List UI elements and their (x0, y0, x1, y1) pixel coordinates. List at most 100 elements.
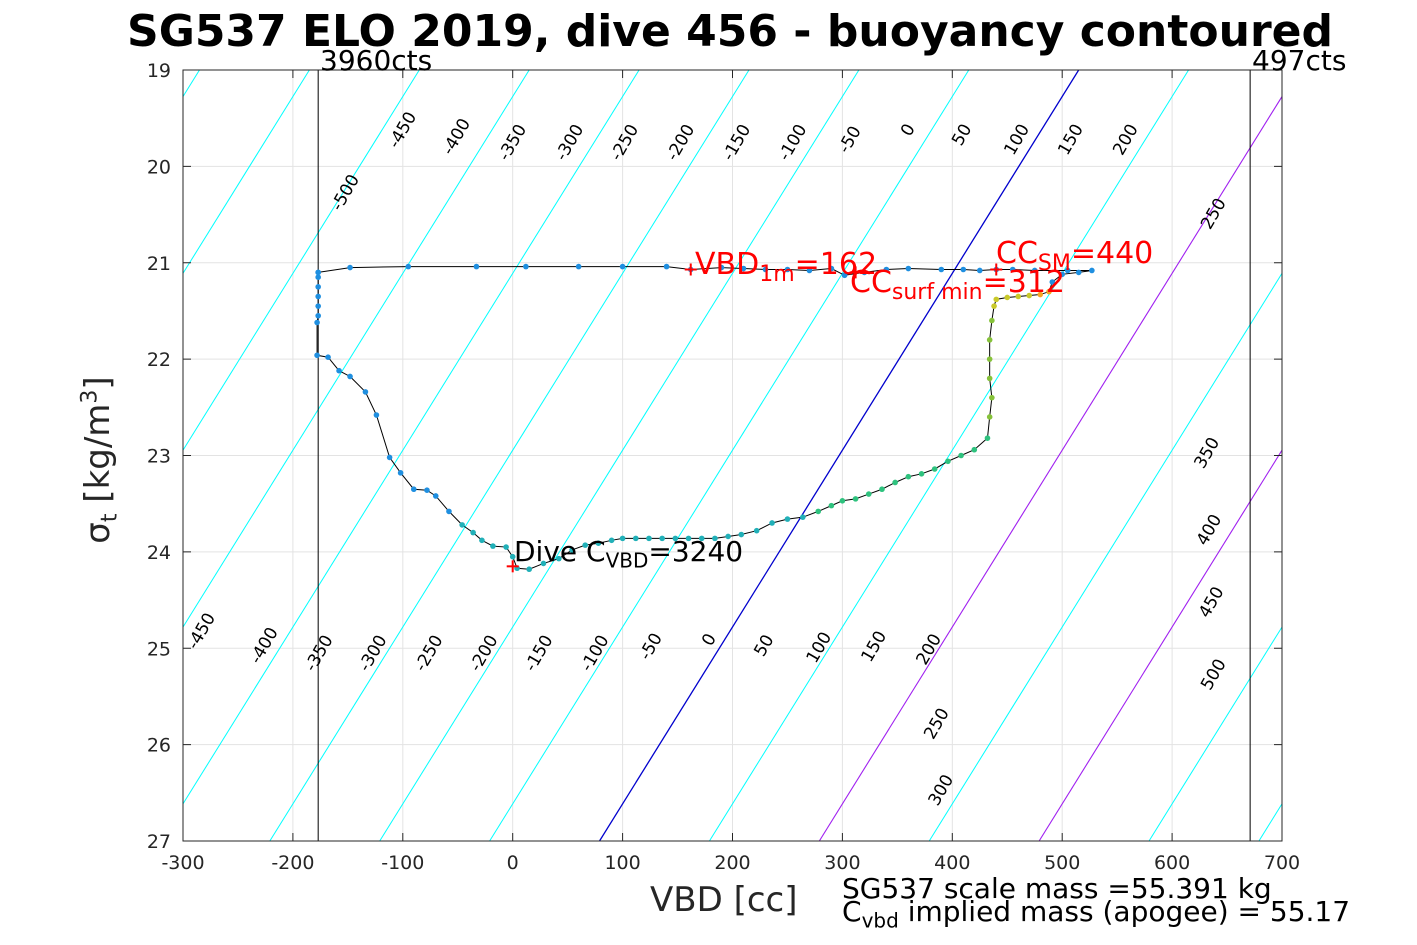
track-point (883, 266, 890, 273)
count-lines (317, 70, 1251, 841)
track-point (1026, 292, 1033, 299)
contour-label: -200 (663, 121, 700, 164)
track-point (397, 470, 404, 476)
track-point (918, 471, 925, 477)
y-tick-label: 21 (147, 253, 171, 275)
contour-label: -450 (385, 108, 422, 151)
track-point (740, 265, 747, 272)
contour-label: -300 (552, 121, 589, 164)
contour-line (1148, 626, 1282, 841)
contour-line (269, 70, 750, 841)
track-point (575, 263, 582, 270)
track-point (1015, 293, 1022, 300)
count-label-left: 3960cts (320, 44, 433, 77)
contour-lines (183, 70, 1417, 841)
track-point (336, 367, 342, 374)
track-point (523, 263, 529, 270)
track-point (424, 487, 430, 493)
track-point (1089, 267, 1095, 274)
track-point (806, 267, 813, 274)
track-point (984, 435, 991, 441)
scale-mass-note: SG537 scale mass =55.391 kg (842, 872, 1272, 905)
track-point (632, 535, 639, 542)
y-tick-label: 22 (147, 349, 171, 371)
track-point (938, 266, 945, 273)
track-point (410, 486, 417, 493)
vbd-1m-label: VBD1m=162 (695, 247, 878, 287)
contour-label: 300 (925, 771, 959, 809)
y-tick-label: 25 (147, 638, 171, 660)
track-point (608, 537, 615, 544)
track-point (986, 414, 993, 420)
track-point (784, 266, 791, 273)
contour-label: 450 (1195, 583, 1229, 621)
track-point (971, 446, 978, 453)
contour-line (1258, 802, 1282, 841)
x-tick-label: -200 (271, 852, 314, 874)
track-point (526, 566, 532, 573)
cc-surf-min-label: CCsurf min=312 (850, 265, 1065, 305)
contour-label: -400 (246, 624, 283, 667)
contour-label: 150 (858, 628, 892, 666)
track-point (960, 266, 967, 273)
y-tick-label: 23 (147, 446, 171, 468)
track-point (1046, 288, 1052, 295)
track-point (459, 522, 465, 528)
markers (506, 263, 1003, 573)
y-tick-label: 19 (147, 60, 171, 82)
contour-label: 100 (803, 629, 837, 667)
track-line (316, 266, 1092, 570)
track-point (315, 284, 321, 290)
track-point (905, 473, 912, 480)
track-point (569, 547, 575, 553)
track-point (861, 269, 868, 276)
track-point (839, 497, 846, 504)
track-point (362, 389, 369, 395)
dive-cvbd-label: Dive CVBD=3240 (514, 535, 744, 573)
track-point (852, 496, 859, 502)
contour-label: -50 (636, 630, 667, 664)
x-tick-label: -100 (381, 852, 424, 874)
cc-sm-label: CCSM=440 (996, 236, 1154, 276)
track-point (503, 544, 509, 550)
track-point (373, 412, 380, 418)
contour-label: -350 (494, 121, 531, 164)
contour-line (818, 95, 1282, 841)
track-point (672, 535, 679, 542)
track-point (1004, 294, 1011, 301)
contour-label: -100 (577, 632, 614, 675)
track-point (989, 317, 995, 324)
track-point (315, 312, 321, 319)
track-point (989, 394, 995, 401)
contour-label: 0 (698, 630, 721, 649)
contour-label: -400 (438, 115, 475, 158)
x-tick-label: 0 (507, 852, 519, 874)
y-axis-label: σt [kg/m3] (77, 376, 123, 544)
contour-label: -500 (327, 171, 364, 214)
contour-label: 150 (1054, 121, 1088, 159)
contour-label: 250 (1197, 195, 1231, 233)
contour-line (183, 70, 530, 628)
track-point (446, 508, 452, 515)
contour-line (1369, 70, 1417, 841)
contour-label: -50 (835, 123, 866, 157)
contour-label: 250 (920, 705, 954, 743)
track-point (698, 535, 705, 542)
contour-label: -250 (411, 632, 448, 675)
count-label-right: 497cts (1252, 44, 1347, 77)
contour-line (708, 70, 1190, 841)
track-point (386, 454, 393, 461)
contour-label: -450 (183, 610, 220, 653)
track-point (892, 479, 898, 486)
track-point (986, 375, 993, 382)
track-point (800, 514, 806, 520)
contour-label: 200 (913, 631, 947, 669)
track-point (841, 272, 848, 279)
track-point (725, 533, 731, 540)
track-point (432, 493, 439, 499)
track-point (1075, 269, 1082, 276)
contour-label: 350 (1191, 434, 1225, 472)
track-point (945, 458, 951, 465)
track-point (582, 542, 589, 548)
